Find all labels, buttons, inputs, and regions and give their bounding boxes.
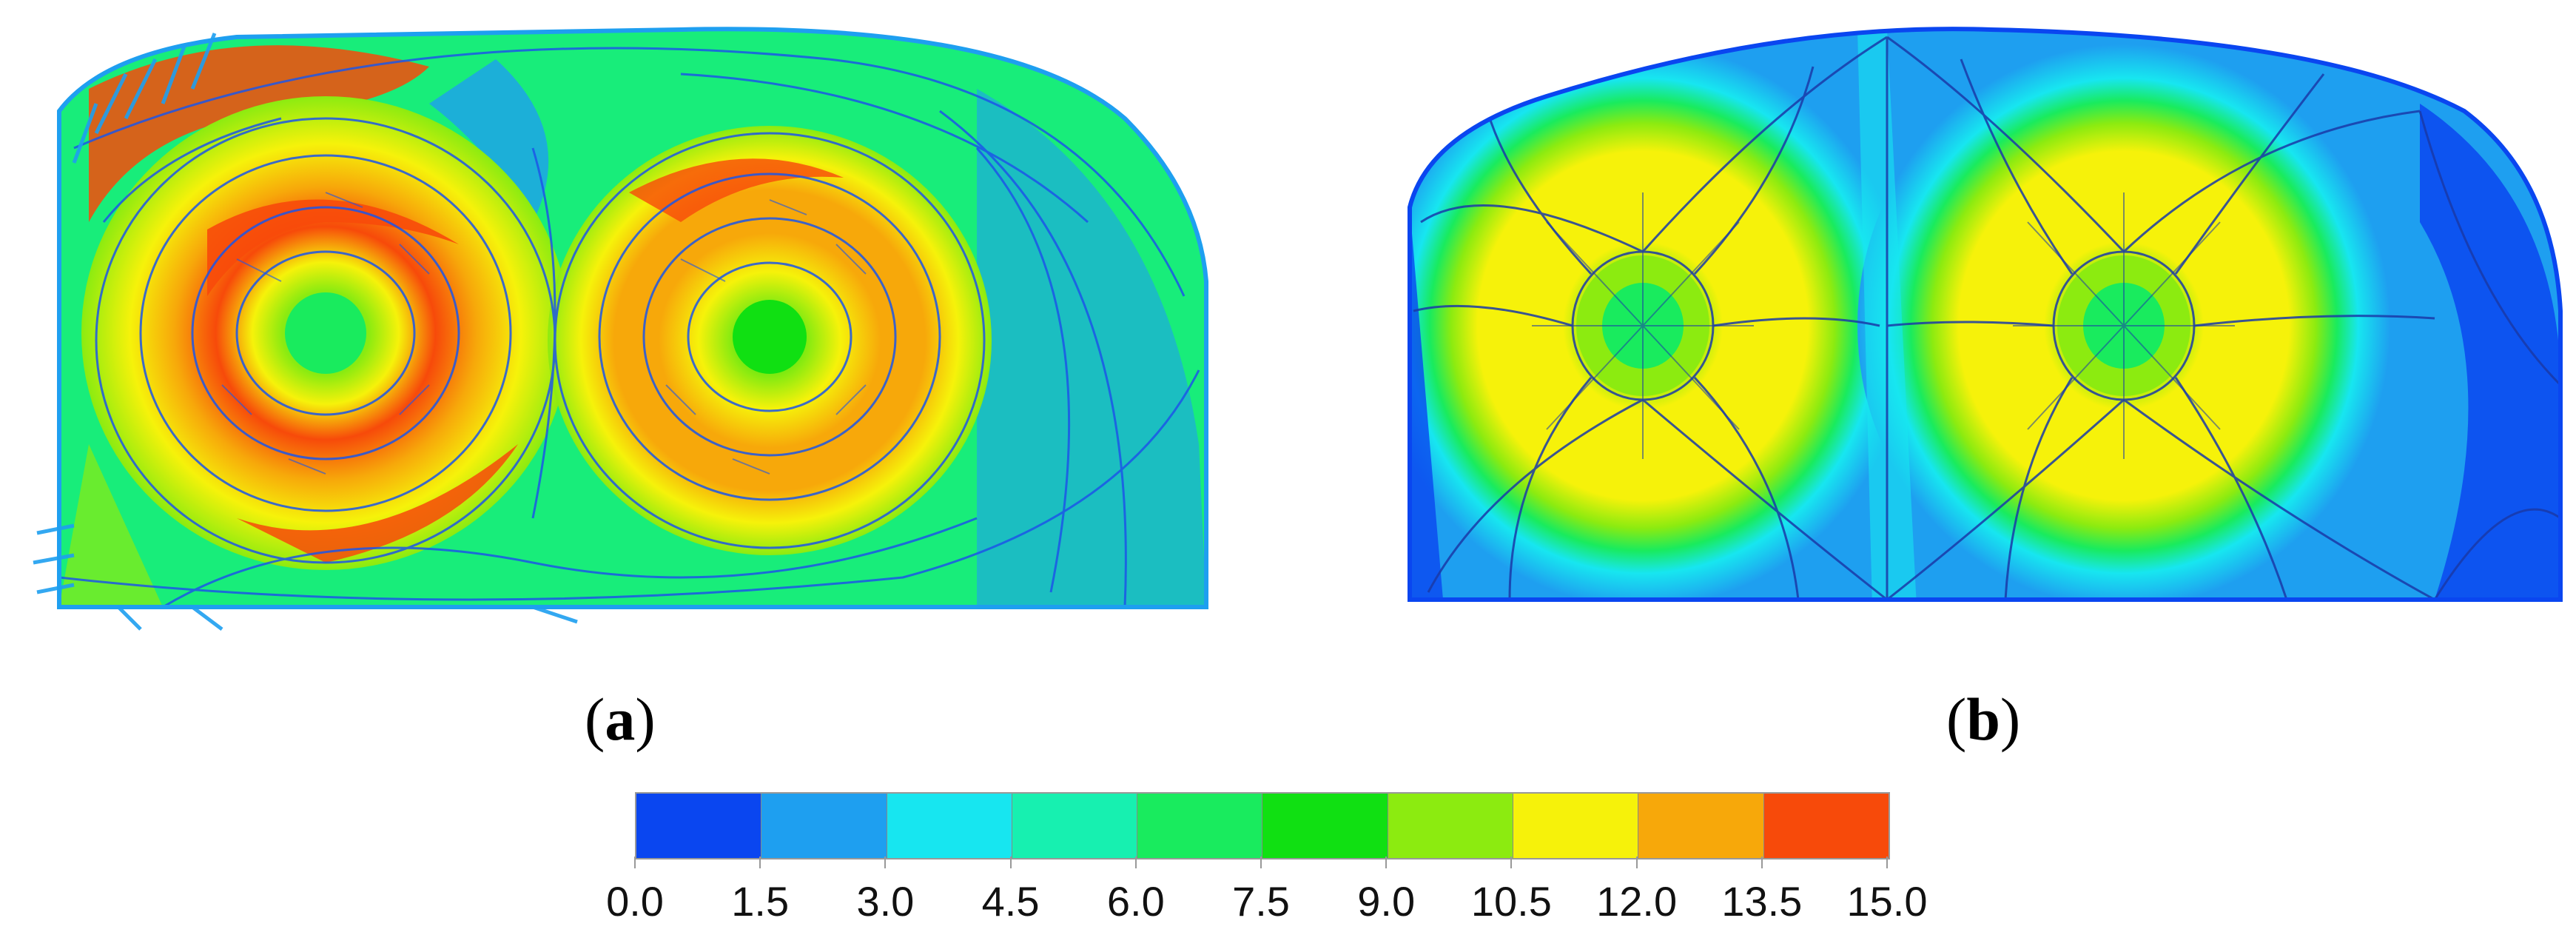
panel-b-flow-field bbox=[1399, 0, 2568, 637]
colorbar-segment bbox=[636, 794, 762, 858]
colorbar-tick bbox=[1510, 857, 1513, 868]
colorbar-tick-label: 9.0 bbox=[1357, 878, 1416, 925]
colorbar-segment bbox=[1763, 794, 1889, 858]
colorbar-tick bbox=[1260, 857, 1262, 868]
colorbar-tick bbox=[1635, 857, 1638, 868]
colorbar-segment bbox=[1137, 794, 1263, 858]
colorbar-segment bbox=[761, 794, 887, 858]
colorbar-tick bbox=[1009, 857, 1012, 868]
colorbar-tick bbox=[1886, 857, 1888, 868]
colorbar-tick bbox=[1761, 857, 1763, 868]
colorbar-segment bbox=[1513, 794, 1639, 858]
colorbar-tick bbox=[1385, 857, 1388, 868]
panel-a-image bbox=[33, 27, 1208, 631]
colorbar-segment bbox=[887, 794, 1012, 858]
colorbar-tick bbox=[884, 857, 887, 868]
colorbar-tick-label: 13.5 bbox=[1721, 878, 1803, 925]
colorbar bbox=[635, 792, 1890, 859]
panel-b-image bbox=[1408, 27, 2563, 602]
colorbar-tick-label: 3.0 bbox=[856, 878, 915, 925]
colorbar-tick-label: 7.5 bbox=[1232, 878, 1290, 925]
panel-a-flow-field bbox=[15, 0, 1221, 637]
colorbar-tick-label: 10.5 bbox=[1470, 878, 1552, 925]
colorbar-tick-label: 6.0 bbox=[1106, 878, 1165, 925]
colorbar-segment bbox=[1012, 794, 1138, 858]
colorbar-tick bbox=[759, 857, 761, 868]
colorbar-tick-label: 1.5 bbox=[731, 878, 790, 925]
colorbar-tick bbox=[634, 857, 636, 868]
colorbar-tick bbox=[1134, 857, 1137, 868]
colorbar-tick-label: 12.0 bbox=[1596, 878, 1678, 925]
panel-b-label: (b) bbox=[1946, 686, 2021, 753]
colorbar-ticks bbox=[634, 857, 1888, 871]
colorbar-segment bbox=[1388, 794, 1514, 858]
colorbar-tick-label: 0.0 bbox=[606, 878, 664, 925]
colorbar-tick-labels: 0.0 1.5 3.0 4.5 6.0 7.5 9.0 10.5 12.0 13.5 15.0 bbox=[606, 877, 1927, 929]
panel-a-label: (a) bbox=[585, 686, 656, 753]
colorbar-tick-label: 15.0 bbox=[1846, 878, 1928, 925]
colorbar-segment bbox=[1262, 794, 1388, 858]
colorbar-segment bbox=[1638, 794, 1764, 858]
colorbar-tick-label: 4.5 bbox=[981, 878, 1040, 925]
